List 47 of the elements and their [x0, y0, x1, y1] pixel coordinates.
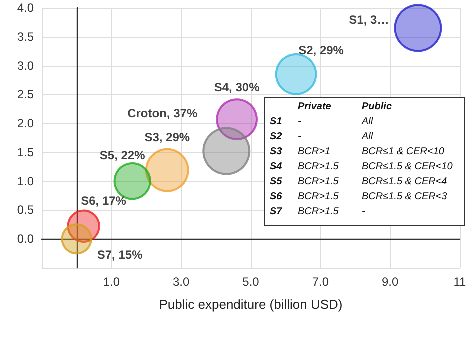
annotation: - [298, 116, 302, 128]
x-axis-title: Public expenditure (billion USD) [159, 297, 343, 312]
series-label: S1, 3… [349, 13, 390, 28]
annotation: - [298, 132, 302, 142]
y-tick-label: 1.0 [17, 174, 34, 188]
y-tick-label: 4.0 [17, 1, 34, 15]
series-label: S2, 29% [298, 44, 344, 58]
series-label: S5, 22% [100, 148, 146, 163]
x-tick-label: 7.0 [312, 275, 330, 289]
annotation: Private [298, 102, 332, 112]
annotation: - [362, 206, 366, 218]
x-tick-label: 9.0 [382, 275, 399, 289]
annotation: All [361, 132, 374, 142]
annotation: BCR>1.5 [298, 206, 340, 218]
annotation: BCR≤1.5 & CER<10 [362, 162, 454, 172]
x-tick-label: 11 [454, 275, 467, 289]
annotation: S2 [270, 132, 283, 142]
y-tick-label: 2.5 [17, 88, 34, 102]
annotation: BCR≤1.5 & CER<4 [362, 176, 448, 188]
annotation: S1 [270, 116, 283, 128]
annotation: S7 [270, 206, 283, 218]
annotation: All [361, 116, 374, 128]
annotation: S4 [270, 162, 283, 172]
annotation: S3 [270, 146, 283, 158]
y-tick-label: 0.0 [17, 232, 34, 246]
y-tick-label: 2.0 [17, 116, 34, 131]
x-tick-label: 1.0 [103, 275, 120, 289]
series-label: S6, 17% [81, 194, 127, 208]
series-label: S4, 30% [214, 80, 260, 95]
series-label: S7, 15% [97, 248, 144, 262]
annotation: BCR>1 [298, 146, 331, 158]
annotation: BCR>1.5 [298, 162, 340, 172]
annotation: Public [362, 102, 392, 112]
annotation: BCR≤1 & CER<10 [362, 146, 445, 158]
y-tick-label: 3.0 [17, 58, 34, 73]
y-tick-label: 0.5 [17, 203, 34, 218]
annotation: BCR>1.5 [298, 192, 340, 202]
series-label: S3, 29% [144, 130, 190, 144]
annotation: BCR≤1.5 & CER<3 [362, 192, 448, 202]
x-tick-label: 5.0 [242, 275, 260, 289]
y-tick-label: 3.5 [17, 30, 34, 44]
annotation: S6 [270, 192, 283, 202]
series-label: Croton, 37% [128, 106, 198, 120]
y-tick-label: 1.5 [17, 145, 34, 160]
annotation: S5 [270, 176, 283, 188]
x-tick-label: 3.0 [172, 275, 190, 289]
annotation: BCR>1.5 [298, 176, 340, 188]
